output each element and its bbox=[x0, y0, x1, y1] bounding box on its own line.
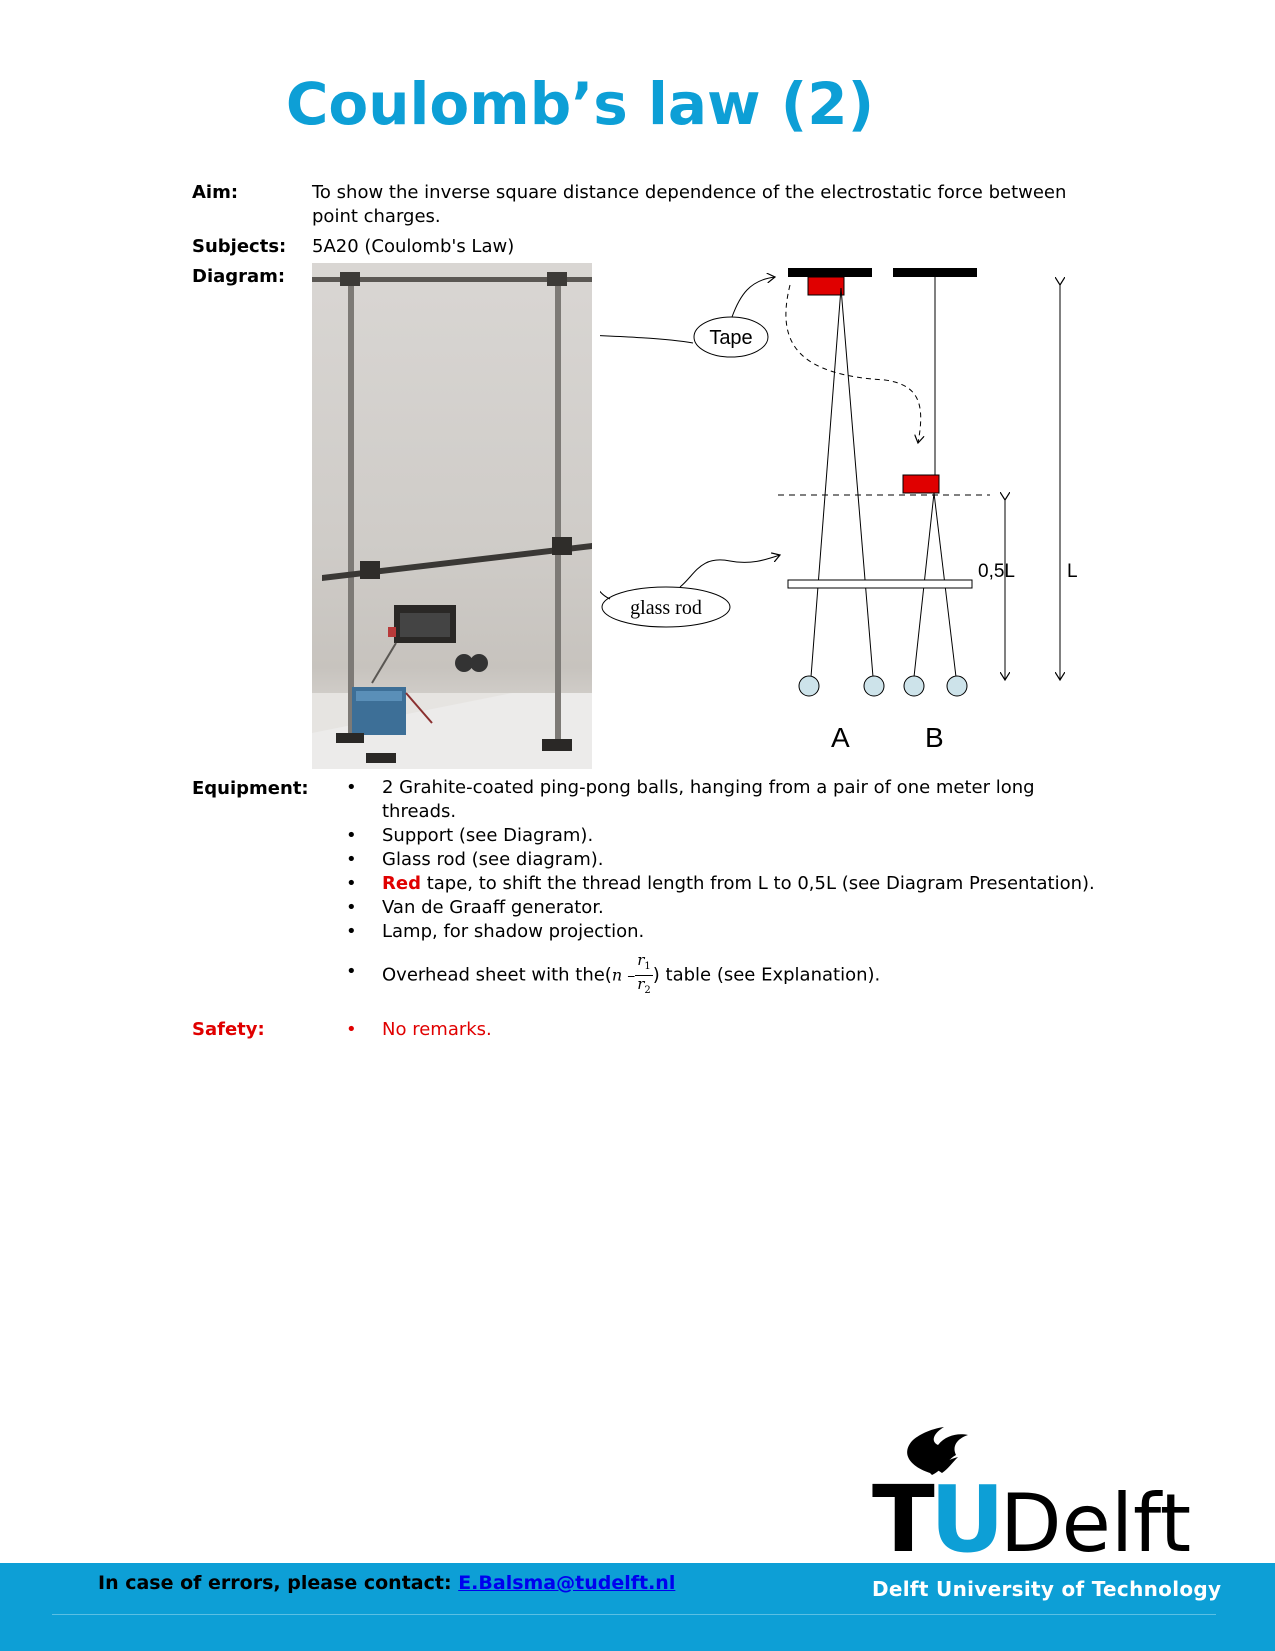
page-title: Coulomb’s law (2) bbox=[285, 70, 875, 138]
ball-a1 bbox=[798, 675, 820, 697]
footer-band bbox=[0, 1563, 1275, 1651]
tudelft-logo: T U Delft bbox=[872, 1425, 1192, 1573]
list-item: Glass rod (see diagram). bbox=[312, 848, 1112, 872]
list-item: 2 Grahite-coated ping-pong balls, hangin… bbox=[312, 776, 1112, 824]
list-item: Support (see Diagram). bbox=[312, 824, 1112, 848]
ratio-fraction: r1 r2 bbox=[635, 951, 653, 996]
glass-rod-label: glass rod bbox=[630, 597, 702, 619]
contact-email-link[interactable]: E.Balsma@tudelft.nl bbox=[458, 1572, 676, 1594]
equipment-label: Equipment: bbox=[192, 778, 309, 799]
diagram-label: Diagram: bbox=[192, 266, 286, 287]
contact-line: In case of errors, please contact: E.Bal… bbox=[98, 1572, 675, 1594]
length-label: L bbox=[1067, 561, 1078, 582]
equipment-list: 2 Grahite-coated ping-pong balls, hangin… bbox=[312, 776, 1112, 999]
list-item: Van de Graaff generator. bbox=[312, 896, 1112, 920]
schematic-diagram: Tape glass rod 0,5L L A B bbox=[600, 255, 1100, 759]
glass-rod-callout bbox=[601, 586, 731, 628]
aim-label: Aim: bbox=[192, 182, 239, 203]
logo-t: T bbox=[872, 1466, 935, 1555]
ball-b2 bbox=[946, 675, 968, 697]
pendulum-b-label: B bbox=[925, 722, 944, 753]
list-item: No remarks. bbox=[312, 1018, 492, 1042]
red-word: Red bbox=[382, 873, 421, 894]
overhead-suffix: ) table (see Explanation). bbox=[652, 964, 881, 986]
safety-label: Safety: bbox=[192, 1019, 265, 1040]
flame-logo-drawing: T U Delft bbox=[872, 1427, 1191, 1573]
overhead-prefix: Overhead sheet with the( bbox=[382, 964, 612, 986]
ball-b1 bbox=[903, 675, 925, 697]
red-tape-b bbox=[902, 474, 940, 494]
contact-prefix: In case of errors, please contact: bbox=[98, 1572, 452, 1594]
red-tape-a bbox=[807, 276, 845, 296]
apparatus-photo bbox=[312, 263, 592, 769]
list-item: Lamp, for shadow projection. bbox=[312, 920, 1112, 944]
fraction-n: n – bbox=[611, 965, 636, 985]
apparatus-photo-drawing bbox=[312, 272, 592, 769]
tape-label: Tape bbox=[709, 327, 752, 349]
list-item: Red tape, to shift the thread length fro… bbox=[312, 872, 1112, 896]
schematic-svg: Tape glass rod 0,5L L A B bbox=[600, 268, 1078, 753]
subjects-text: 5A20 (Coulomb's Law) bbox=[312, 236, 515, 257]
support-bar-a bbox=[788, 268, 872, 277]
footer-divider bbox=[52, 1614, 1216, 1615]
aim-text: To show the inverse square distance depe… bbox=[312, 182, 1067, 227]
glass-rod bbox=[787, 579, 973, 589]
support-bar-b bbox=[893, 268, 977, 277]
half-length-label: 0,5L bbox=[978, 561, 1015, 582]
tape-callout bbox=[693, 316, 769, 358]
logo-delft: Delft bbox=[1000, 1477, 1191, 1555]
safety-list: No remarks. bbox=[312, 1018, 492, 1042]
subjects-label: Subjects: bbox=[192, 236, 287, 257]
logo-u: U bbox=[930, 1466, 1005, 1555]
ball-a2 bbox=[863, 675, 885, 697]
university-name: Delft University of Technology bbox=[872, 1577, 1222, 1601]
pendulum-a-label: A bbox=[831, 722, 850, 753]
